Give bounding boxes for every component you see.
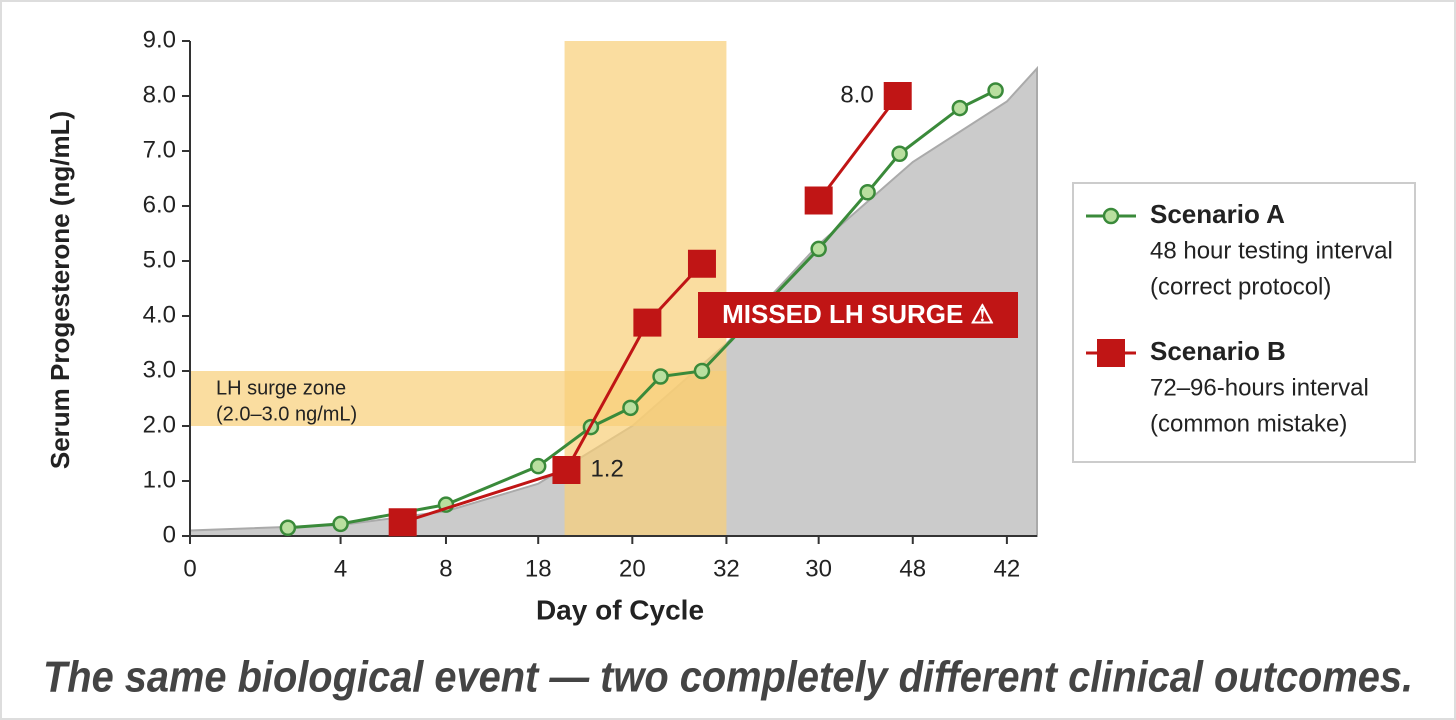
band-label: LH surge zone	[216, 377, 346, 399]
legend-marker	[1097, 339, 1125, 367]
x-tick-label: 8	[439, 555, 452, 582]
marker	[687, 249, 716, 278]
x-tick-label: 32	[713, 555, 740, 582]
x-tick-label: 4	[334, 555, 347, 582]
legend-box	[1072, 182, 1416, 463]
marker	[529, 457, 547, 475]
legend-description: (common mistake)	[1150, 410, 1347, 437]
y-tick-label: 9.0	[143, 26, 176, 53]
marker	[279, 519, 297, 536]
marker	[633, 308, 662, 337]
legend-description: 72–96-hours interval	[1150, 374, 1369, 401]
caption: The same biological event — two complete…	[43, 653, 1413, 702]
y-band	[190, 371, 727, 426]
legend-marker	[1102, 207, 1120, 225]
legend-label: Scenario B	[1150, 336, 1286, 366]
data-label: 1.2	[590, 455, 623, 482]
x-tick-label: 18	[525, 555, 552, 582]
y-tick-label: 5.0	[143, 246, 176, 273]
legend-description: 48 hour testing interval	[1150, 237, 1393, 264]
y-tick-label: 7.0	[143, 136, 176, 163]
marker	[652, 368, 669, 385]
marker	[693, 362, 711, 380]
marker	[388, 508, 417, 537]
annotation: MISSED LH SURGE ⚠	[722, 299, 994, 329]
legend-description: (correct protocol)	[1150, 273, 1331, 300]
x-tick-label: 42	[994, 555, 1021, 582]
x-band	[564, 41, 727, 536]
y-tick-label: 1.0	[143, 466, 176, 493]
y-tick-label: 8.0	[143, 81, 176, 108]
marker	[883, 82, 912, 110]
x-axis-title: Day of Cycle	[536, 594, 704, 625]
y-tick-label: 0	[163, 521, 176, 548]
data-label: 8.0	[840, 81, 873, 108]
marker	[552, 456, 581, 484]
x-tick-label: 30	[805, 555, 832, 582]
marker	[859, 184, 876, 201]
marker	[987, 82, 1004, 99]
annotation-box	[698, 292, 1018, 338]
legend-label: Scenario A	[1150, 199, 1285, 229]
x-tick-label: 0	[183, 555, 196, 582]
series-line	[402, 95, 899, 524]
y-tick-label: 6.0	[143, 191, 176, 218]
marker	[622, 399, 639, 417]
marker	[804, 186, 833, 215]
marker	[951, 99, 969, 117]
y-tick-label: 4.0	[143, 301, 176, 328]
y-axis-title: Serum Progesterone (ng/mL)	[45, 111, 75, 469]
band-label: (2.0–3.0 ng/mL)	[216, 403, 357, 425]
marker	[810, 240, 827, 258]
x-tick-label: 20	[619, 555, 646, 582]
marker	[891, 145, 908, 162]
y-tick-label: 3.0	[143, 356, 176, 383]
x-tick-label: 48	[899, 555, 926, 582]
marker	[332, 515, 349, 533]
y-tick-label: 2.0	[143, 411, 176, 438]
